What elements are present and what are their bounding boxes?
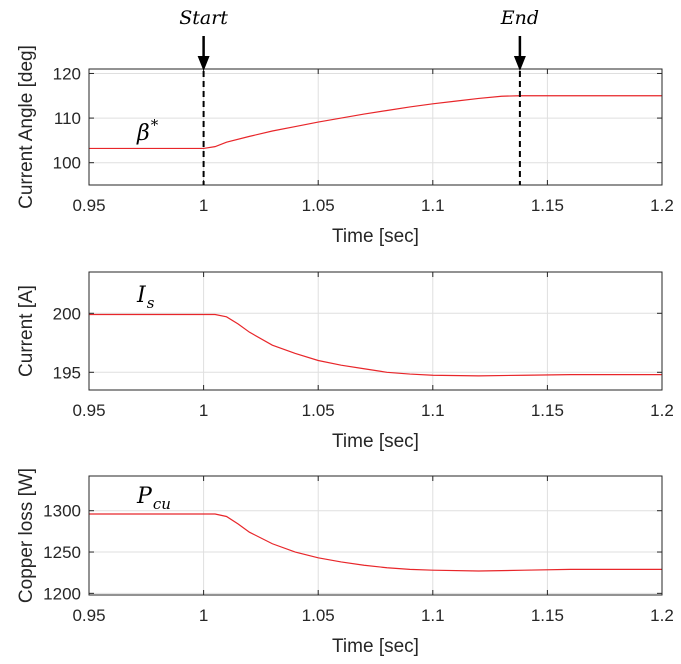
series-label-sub: s <box>147 294 155 312</box>
x-tick-label: 1.05 <box>302 606 335 625</box>
series-label-sup: * <box>151 116 159 134</box>
y-tick-label: 1300 <box>43 502 81 521</box>
series-label-base: P <box>136 484 153 509</box>
series-label-base: I <box>136 283 147 308</box>
axes-frame <box>88 271 663 391</box>
annotation-arrow-head <box>513 56 526 71</box>
series-line-copper <box>89 513 662 572</box>
subplot-angle: 0.95 1 1.05 1.1 1.15 1.2 100 110 120 Time [sec] Cu… <box>16 7 674 247</box>
plot-area <box>89 476 662 595</box>
y-tick-label: 195 <box>53 363 81 382</box>
series-label-current: Is <box>136 283 155 312</box>
x-tick-label: 1.2 <box>650 196 674 215</box>
x-axis-label: Time [sec] <box>332 636 419 657</box>
x-tick-label: 0.95 <box>72 196 105 215</box>
x-tick-label: 1.05 <box>302 196 335 215</box>
x-tick-label: 0.95 <box>72 401 105 420</box>
series-label-sub: cu <box>153 495 171 513</box>
x-tick-label: 1.1 <box>421 606 445 625</box>
x-tick-label: 1.2 <box>650 606 674 625</box>
subplot-copper: 0.95 1 1.05 1.1 1.15 1.2 1200 1250 1300 Time [sec… <box>16 468 674 657</box>
subplot-current: 0.95 1 1.05 1.1 1.15 1.2 195 200 Time [sec] Curre… <box>16 271 674 452</box>
y-axis-label: Current Angle [deg] <box>16 45 37 209</box>
series-label-base: β <box>136 121 150 146</box>
x-tick-label: 1 <box>199 401 208 420</box>
y-tick-label: 200 <box>53 304 81 323</box>
y-axis-label: Copper loss [W] <box>16 468 37 603</box>
y-tick-label: 1250 <box>43 543 81 562</box>
x-tick-label: 1.05 <box>302 401 335 420</box>
x-tick-label: 1.15 <box>531 606 564 625</box>
x-tick-label: 1.1 <box>421 196 445 215</box>
plot-area <box>89 69 662 185</box>
x-tick-label: 0.95 <box>72 606 105 625</box>
annotation-arrow-head <box>197 56 210 71</box>
annotation-end-label: End <box>500 7 539 29</box>
series-line-angle <box>89 95 662 150</box>
series-label-angle: β* <box>136 116 159 146</box>
x-axis-label: Time [sec] <box>332 226 419 247</box>
x-axis-label: Time [sec] <box>332 431 419 452</box>
annotation-start-label: Start <box>179 7 228 29</box>
x-tick-label: 1.1 <box>421 401 445 420</box>
y-axis-label: Current [A] <box>16 285 37 377</box>
y-tick-label: 1200 <box>43 584 81 603</box>
x-tick-label: 1.15 <box>531 401 564 420</box>
y-tick-label: 110 <box>54 109 81 128</box>
x-tick-label: 1.15 <box>531 196 564 215</box>
x-tick-label: 1 <box>199 606 208 625</box>
x-tick-label: 1 <box>199 196 208 215</box>
series-line-current <box>89 313 662 377</box>
y-tick-label: 100 <box>53 154 81 173</box>
axes-frame <box>88 68 663 186</box>
y-tick-label: 120 <box>53 64 81 83</box>
x-tick-label: 1.2 <box>650 401 674 420</box>
axes-frame <box>88 475 663 596</box>
series-label-copper: Pcu <box>136 484 171 513</box>
